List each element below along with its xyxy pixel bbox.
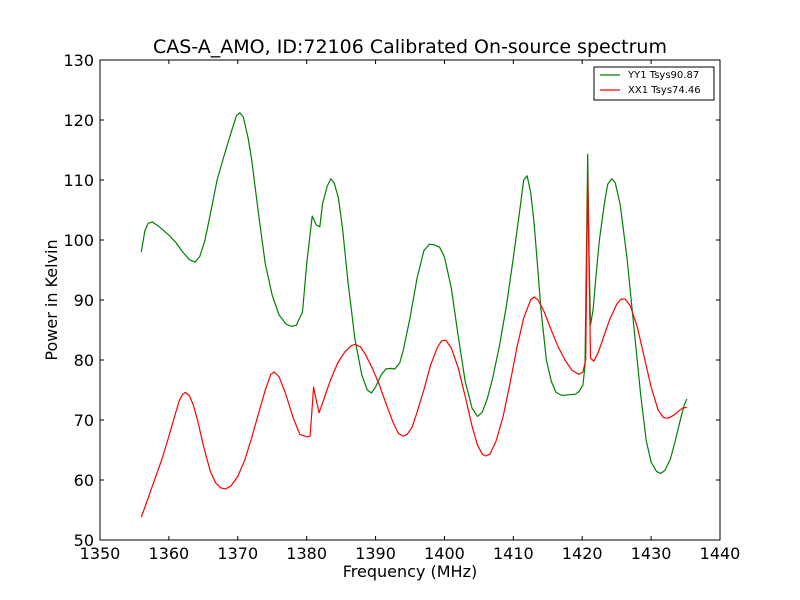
x-tick-label: 1400 <box>424 544 465 563</box>
y-tick-label: 50 <box>74 531 94 550</box>
legend-box <box>593 66 715 101</box>
x-tick-label: 1430 <box>631 544 672 563</box>
x-tick-label: 1420 <box>562 544 603 563</box>
x-tick-label: 1360 <box>149 544 190 563</box>
x-tick-label: 1380 <box>286 544 327 563</box>
x-tick-label: 1390 <box>355 544 396 563</box>
plot-frame <box>100 60 720 540</box>
y-axis-ticks: 50 60 70 80 90 100 110 120 130 <box>63 51 720 550</box>
y-tick-label: 90 <box>74 291 94 310</box>
x-axis-ticks: 1350 1360 1370 1380 1390 1400 1410 1420 1430 1440 <box>80 60 741 563</box>
chart-title: CAS-A_AMO, ID:72106 Calibrated On-source… <box>153 36 667 58</box>
x-tick-label: 1350 <box>80 544 121 563</box>
y-tick-label: 120 <box>63 111 94 130</box>
legend: YY1 Tsys90.87 XX1 Tsys74.46 <box>593 66 715 101</box>
y-tick-label: 100 <box>63 231 94 250</box>
y-tick-label: 110 <box>63 171 94 190</box>
plot-area <box>99 59 721 541</box>
y-axis-label: Power in Kelvin <box>42 239 61 360</box>
y-tick-label: 130 <box>63 51 94 70</box>
legend-label-yy1: YY1 Tsys90.87 <box>627 70 699 81</box>
series-layer <box>140 112 688 518</box>
series-line-xx1 <box>140 174 687 518</box>
y-tick-label: 80 <box>74 351 94 370</box>
x-axis-label: Frequency (MHz) <box>343 562 477 581</box>
x-tick-label: 1440 <box>700 544 741 563</box>
x-tick-label: 1370 <box>217 544 258 563</box>
legend-label-xx1: XX1 Tsys74.46 <box>628 85 701 96</box>
y-tick-label: 60 <box>74 471 94 490</box>
series-line-yy1 <box>140 112 688 474</box>
x-tick-label: 1410 <box>493 544 534 563</box>
y-tick-label: 70 <box>74 411 94 430</box>
